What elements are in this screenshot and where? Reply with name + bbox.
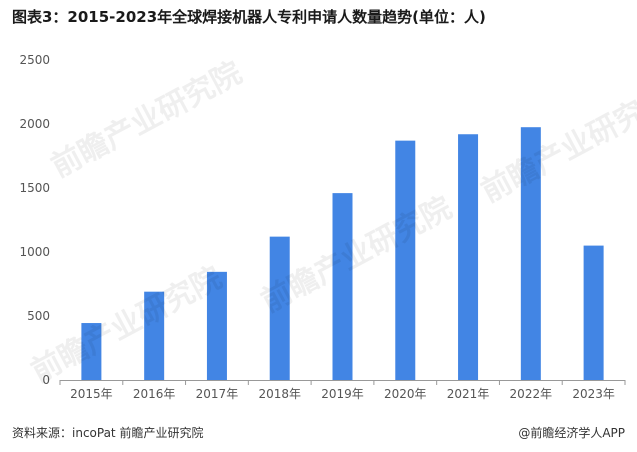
y-tick-label: 1500 xyxy=(19,181,50,195)
x-tick-label: 2015年 xyxy=(70,387,113,401)
x-tick-label: 2021年 xyxy=(447,387,490,401)
x-tick-label: 2018年 xyxy=(258,387,301,401)
bar xyxy=(458,134,479,380)
x-tick-label: 2016年 xyxy=(133,387,176,401)
bar xyxy=(206,271,227,380)
x-tick-label: 2023年 xyxy=(572,387,615,401)
bar xyxy=(144,291,165,380)
bar xyxy=(81,323,102,380)
source-note: 资料来源：incoPat 前瞻产业研究院 xyxy=(12,426,204,440)
bar xyxy=(520,127,541,380)
y-tick-label: 0 xyxy=(42,373,50,387)
brand-credit: @前瞻经济学人APP xyxy=(518,426,625,440)
y-tick-label: 1000 xyxy=(19,245,50,259)
y-tick-label: 500 xyxy=(27,309,50,323)
x-tick-label: 2020年 xyxy=(384,387,427,401)
bar xyxy=(269,236,290,380)
y-tick-label: 2000 xyxy=(19,117,50,131)
x-tick-label: 2017年 xyxy=(196,387,239,401)
bar xyxy=(332,193,353,380)
x-tick-label: 2019年 xyxy=(321,387,364,401)
x-tick-label: 2022年 xyxy=(510,387,553,401)
bar xyxy=(395,140,416,380)
y-tick-label: 2500 xyxy=(19,53,50,67)
bar xyxy=(583,245,604,380)
chart-title: 图表3：2015-2023年全球焊接机器人专利申请人数量趋势(单位：人) xyxy=(12,8,486,26)
